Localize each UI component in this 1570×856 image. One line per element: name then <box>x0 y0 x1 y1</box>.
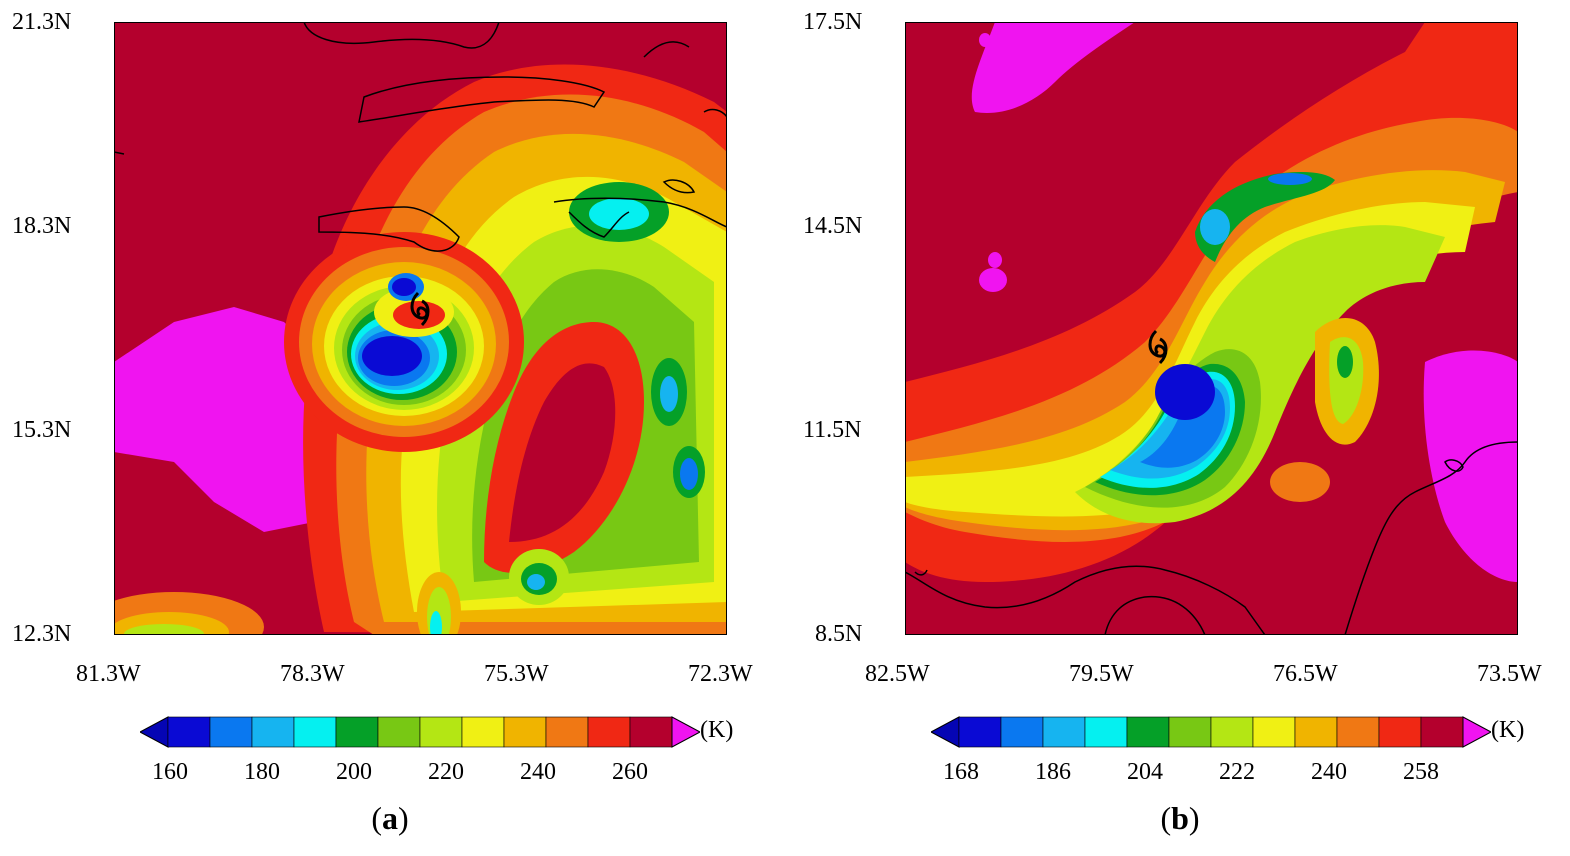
brightness-temperature-map-a <box>114 22 727 635</box>
map-canvas-a <box>114 22 727 635</box>
colorbar-tick-label: 186 <box>1035 759 1071 785</box>
colorbar-swatch <box>167 716 211 748</box>
lat-label: 14.5N <box>803 213 863 239</box>
colorbar-swatch <box>629 716 673 748</box>
colorbar-swatch <box>461 716 505 748</box>
lon-label: 82.5W <box>865 661 930 687</box>
cold-cloud-tops-a <box>114 182 705 635</box>
colorbar-swatch <box>503 716 547 748</box>
colorbar-swatch <box>1126 716 1170 748</box>
colorbar-swatch <box>1210 716 1254 748</box>
colorbar-tick-label: 204 <box>1127 759 1163 785</box>
colorbar-swatch <box>587 716 631 748</box>
colorbar-swatches-a <box>138 716 702 748</box>
map-canvas-b <box>905 22 1518 635</box>
colorbar-swatch <box>1294 716 1338 748</box>
coastlines-b <box>905 441 1518 635</box>
colorbar-tick-label: 222 <box>1219 759 1255 785</box>
lat-label: 12.3N <box>12 621 72 647</box>
colorbar-a <box>138 716 702 753</box>
lat-label: 15.3N <box>12 417 72 443</box>
lon-label: 75.3W <box>484 661 549 687</box>
colorbar-tick-label: 180 <box>244 759 280 785</box>
cloud-bands-b <box>905 22 1518 582</box>
colorbar-swatch <box>1336 716 1380 748</box>
lon-label: 79.5W <box>1069 661 1134 687</box>
lon-label: 81.3W <box>76 661 141 687</box>
colorbar-swatch <box>251 716 295 748</box>
lat-label: 18.3N <box>12 213 72 239</box>
colorbar-tick-label: 160 <box>152 759 188 785</box>
colorbar-tick-label: 260 <box>612 759 648 785</box>
colorbar-swatch <box>419 716 463 748</box>
brightness-temperature-map-b <box>905 22 1518 635</box>
colorbar-under-arrow <box>138 716 169 748</box>
colorbar-swatch <box>1252 716 1296 748</box>
colorbar-swatch <box>1000 716 1044 748</box>
lon-label: 72.3W <box>688 661 753 687</box>
colorbar-tick-label: 240 <box>520 759 556 785</box>
colorbar-swatch <box>377 716 421 748</box>
colorbar-swatch <box>1378 716 1422 748</box>
colorbar-tick-label: 240 <box>1311 759 1347 785</box>
colorbar-swatch <box>209 716 253 748</box>
colorbar-unit: (K) <box>700 717 734 743</box>
lon-label: 73.5W <box>1477 661 1542 687</box>
colorbar-over-arrow <box>671 716 702 748</box>
colorbar-tick-label: 220 <box>428 759 464 785</box>
colorbar-swatch <box>545 716 589 748</box>
colorbar-swatch <box>1042 716 1086 748</box>
tropical-cyclone-icon <box>410 291 430 327</box>
colorbar-swatches-b <box>929 716 1493 748</box>
colorbar-unit: (K) <box>1491 717 1525 743</box>
colorbar-under-arrow <box>929 716 960 748</box>
lon-label: 76.5W <box>1273 661 1338 687</box>
colorbar-swatch <box>293 716 337 748</box>
coastlines-a <box>114 22 727 252</box>
colorbar-over-arrow <box>1462 716 1493 748</box>
lat-label: 8.5N <box>815 621 863 647</box>
colorbar-tick-label: 200 <box>336 759 372 785</box>
tropical-cyclone-icon <box>1148 329 1168 365</box>
colorbar-swatch <box>335 716 379 748</box>
colorbar-swatch <box>958 716 1002 748</box>
eyewall-convection-a <box>284 232 524 452</box>
colorbar-tick-label: 168 <box>943 759 979 785</box>
colorbar-swatch <box>1168 716 1212 748</box>
lon-label: 78.3W <box>280 661 345 687</box>
panel-label-a: (a) <box>371 800 409 836</box>
colorbar-swatch <box>1420 716 1464 748</box>
lat-label: 17.5N <box>803 9 863 35</box>
panel-b: 17.5N 14.5N 11.5N 8.5N 82.5W 79.5W 76.5W… <box>785 0 1570 856</box>
colorbar-swatch <box>1084 716 1128 748</box>
lat-label: 11.5N <box>803 417 862 443</box>
colorbar-b <box>929 716 1493 753</box>
panel-label-b: (b) <box>1160 800 1200 836</box>
panel-a: 21.3N 18.3N 15.3N 12.3N 81.3W 78.3W 75.3… <box>12 9 753 836</box>
colorbar-tick-label: 258 <box>1403 759 1439 785</box>
panel-letter-a: a <box>382 800 398 836</box>
panel-letter-b: b <box>1171 800 1189 836</box>
lat-label: 21.3N <box>12 9 72 35</box>
